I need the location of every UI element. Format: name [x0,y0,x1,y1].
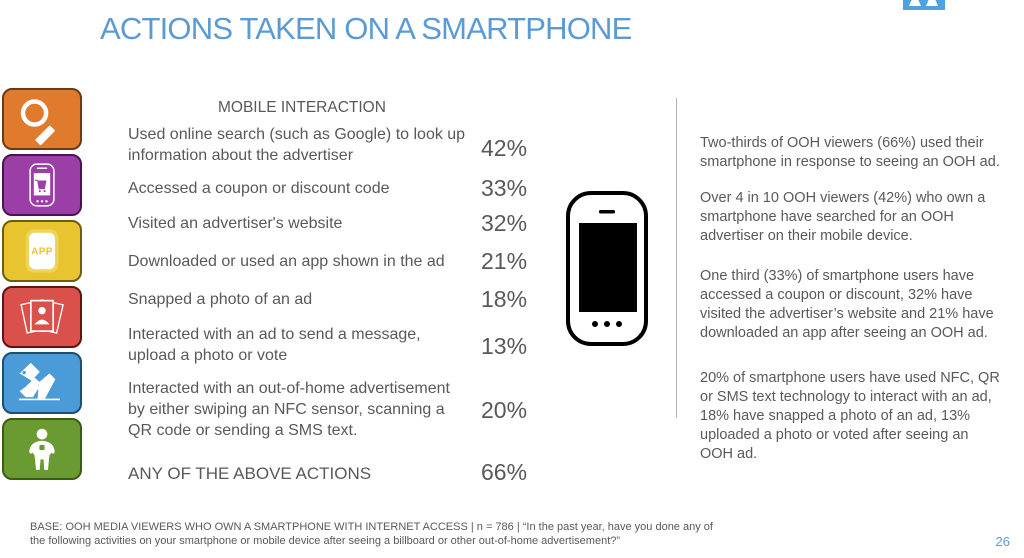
svg-text:APP: APP [31,247,53,258]
